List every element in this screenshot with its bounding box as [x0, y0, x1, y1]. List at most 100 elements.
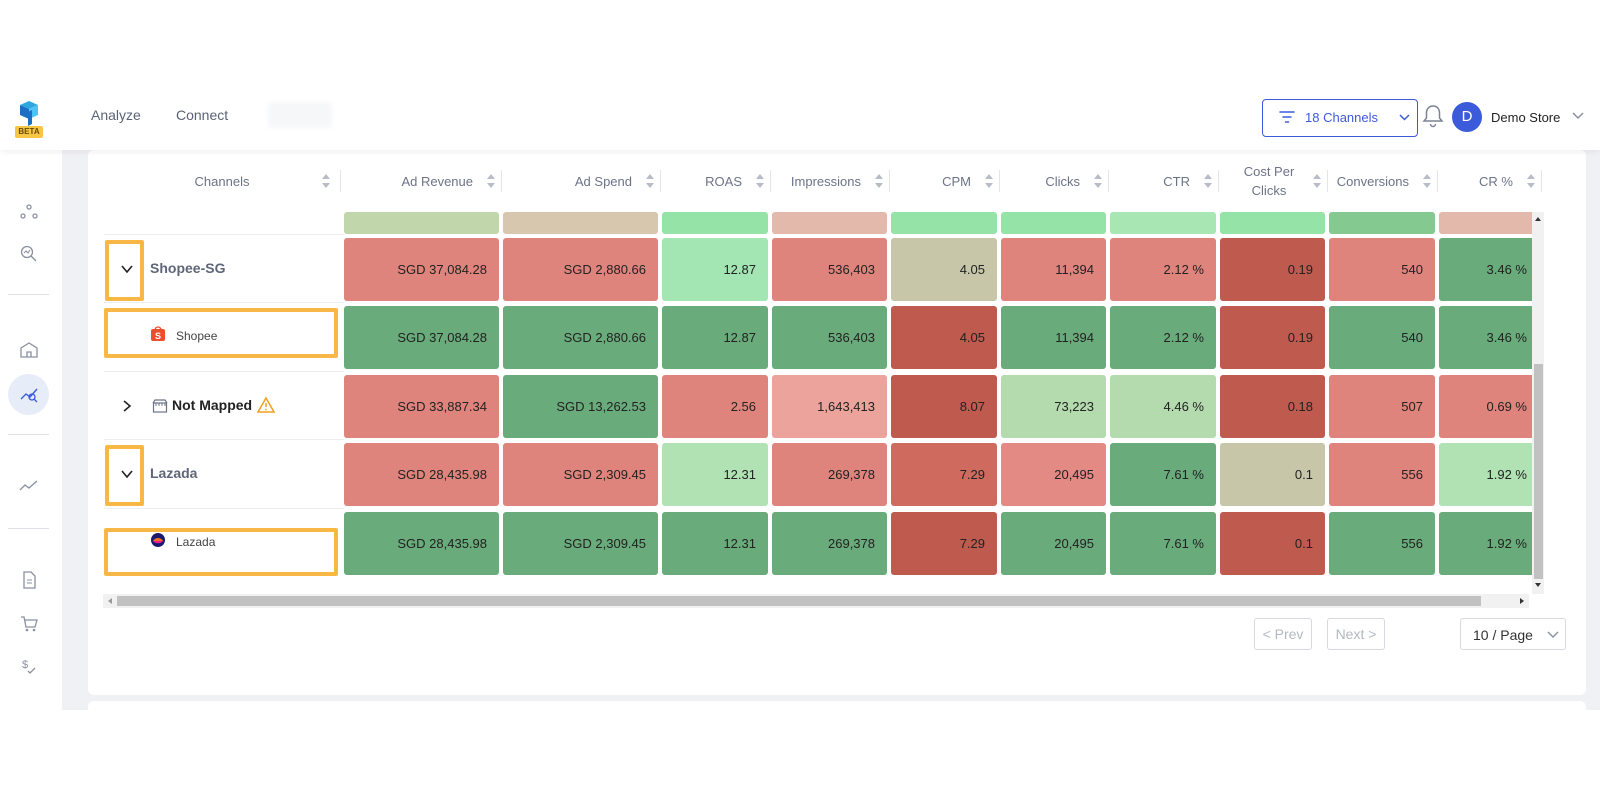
column-header-cpm[interactable]: CPM [891, 150, 1001, 212]
sort-icon[interactable] [1094, 172, 1102, 190]
chevron-down-icon[interactable] [120, 262, 134, 276]
sort-icon[interactable] [1527, 172, 1535, 190]
avatar[interactable]: D [1452, 102, 1482, 132]
vertical-scroll-thumb[interactable] [1534, 364, 1543, 579]
column-divider [1437, 170, 1438, 192]
channel-highlight [104, 528, 338, 576]
app-logo[interactable]: BETA [14, 100, 44, 140]
table-row-name[interactable]: Lazada [104, 512, 340, 576]
chevron-right-icon[interactable] [120, 399, 134, 413]
channel-name: Shopee [176, 329, 218, 343]
dollar-check-icon[interactable]: $ [19, 656, 39, 676]
metric-cell-ad-spend: SGD 2,880.66 [503, 238, 658, 301]
metric-cell-conversions: 556 [1329, 443, 1435, 506]
nav-analyze[interactable]: Analyze [91, 107, 141, 123]
chevron-down-icon [1547, 631, 1559, 638]
document-icon[interactable] [19, 570, 39, 590]
prev-page-button[interactable]: < Prev [1254, 618, 1312, 650]
column-divider [1541, 170, 1542, 192]
bell-icon[interactable] [1422, 104, 1444, 128]
table-header: Channels Ad Revenue Ad Spend ROAS Impressio… [104, 150, 1543, 212]
partial-row-cell [891, 212, 997, 234]
metric-cell-impressions: 269,378 [772, 443, 887, 506]
sort-icon[interactable] [985, 172, 993, 190]
column-header-channels[interactable]: Channels [104, 150, 340, 212]
metric-cell-cost-per-clicks: 0.19 [1220, 238, 1325, 301]
metric-cell-ctr: 7.61 % [1110, 512, 1216, 575]
column-header-impressions[interactable]: Impressions [772, 150, 891, 212]
next-page-button[interactable]: Next > [1327, 618, 1385, 650]
metric-cell-conversions: 507 [1329, 375, 1435, 438]
column-header-label: Ad Spend [574, 173, 632, 189]
sort-icon[interactable] [646, 172, 654, 190]
row-divider [104, 508, 344, 509]
metric-cell-clicks: 11,394 [1001, 306, 1106, 369]
horizontal-scrollbar[interactable] [103, 594, 1529, 608]
table-row-name[interactable]: Lazada [104, 443, 340, 506]
scroll-up-icon[interactable] [1532, 214, 1544, 224]
search-analytics-icon[interactable] [19, 244, 39, 264]
column-header-label: CPM [942, 173, 971, 189]
metric-cell-ctr: 4.46 % [1110, 375, 1216, 438]
horizontal-scroll-thumb[interactable] [117, 596, 1481, 606]
partial-row-cell [1439, 212, 1539, 234]
metric-cell-conversions: 540 [1329, 238, 1435, 301]
sort-icon[interactable] [487, 172, 495, 190]
sort-icon[interactable] [875, 172, 883, 190]
channel-group-name: Not Mapped [172, 397, 253, 413]
column-divider [999, 170, 1000, 192]
column-header-cost-per-clicks[interactable]: Cost Per Clicks [1220, 150, 1329, 212]
cart-icon[interactable] [19, 614, 39, 634]
trend-icon[interactable] [19, 476, 39, 496]
nodes-icon[interactable] [19, 202, 39, 222]
store-icon[interactable] [19, 340, 39, 360]
shopee-icon: S [151, 326, 165, 341]
table-body: Shopee-SG SGD 37,084.28 SGD 2,880.66 12.87 5… [104, 212, 1540, 582]
page-size-select[interactable]: 10 / Page [1460, 618, 1566, 650]
column-header-label: Ad Revenue [401, 173, 473, 189]
table-row-name[interactable]: Shopee-SG [104, 238, 340, 301]
page-size-value: 10 / Page [1473, 627, 1533, 643]
metric-cell-cpm: 7.29 [891, 443, 997, 506]
scroll-left-icon[interactable] [105, 594, 115, 608]
metric-cell-cost-per-clicks: 0.1 [1220, 443, 1325, 506]
metric-cell-cr: 3.46 % [1439, 306, 1539, 369]
sort-icon[interactable] [322, 172, 330, 190]
channel-group-name: Shopee-SG [150, 260, 226, 276]
metric-cell-ctr: 2.12 % [1110, 306, 1216, 369]
svg-text:S: S [155, 331, 161, 341]
column-header-clicks[interactable]: Clicks [1001, 150, 1110, 212]
sort-icon[interactable] [756, 172, 764, 190]
metric-cell-ad-revenue: SGD 28,435.98 [344, 512, 499, 575]
sort-icon[interactable] [1313, 172, 1321, 190]
scroll-right-icon[interactable] [1517, 594, 1527, 608]
sort-icon[interactable] [1423, 172, 1431, 190]
column-header-ctr[interactable]: CTR [1110, 150, 1220, 212]
column-header-cr[interactable]: CR % [1439, 150, 1543, 212]
chevron-down-icon[interactable] [120, 467, 134, 481]
metric-cell-ad-revenue: SGD 37,084.28 [344, 238, 499, 301]
column-header-roas[interactable]: ROAS [662, 150, 772, 212]
nav-connect[interactable]: Connect [176, 107, 229, 123]
table-row-name[interactable]: Not Mapped [104, 375, 340, 438]
store-name[interactable]: Demo Store [1491, 110, 1561, 125]
column-header-ad-revenue[interactable]: Ad Revenue [344, 150, 503, 212]
channels-filter-button[interactable]: 18 Channels [1262, 99, 1418, 137]
top-nav: BETA Analyze Connect 18 Channels D Demo … [0, 98, 1600, 150]
metric-cell-cr: 0.69 % [1439, 375, 1539, 438]
column-header-ad-spend[interactable]: Ad Spend [503, 150, 662, 212]
column-header-conversions[interactable]: Conversions [1329, 150, 1439, 212]
channels-table-card: Channels Ad Revenue Ad Spend ROAS Impressio… [88, 150, 1586, 695]
chart-search-icon[interactable] [19, 384, 39, 404]
metric-cell-cost-per-clicks: 0.19 [1220, 306, 1325, 369]
secondary-card [88, 701, 1586, 710]
vertical-scrollbar[interactable] [1532, 212, 1544, 594]
metric-cell-cost-per-clicks: 0.18 [1220, 375, 1325, 438]
metric-cell-cost-per-clicks: 0.1 [1220, 512, 1325, 575]
chevron-down-icon[interactable] [1572, 109, 1584, 121]
warning-icon[interactable] [256, 396, 276, 414]
metric-cell-cpm: 4.05 [891, 306, 997, 369]
sort-icon[interactable] [1204, 172, 1212, 190]
table-row-name[interactable]: S Shopee [104, 306, 340, 369]
scroll-down-icon[interactable] [1532, 580, 1544, 590]
